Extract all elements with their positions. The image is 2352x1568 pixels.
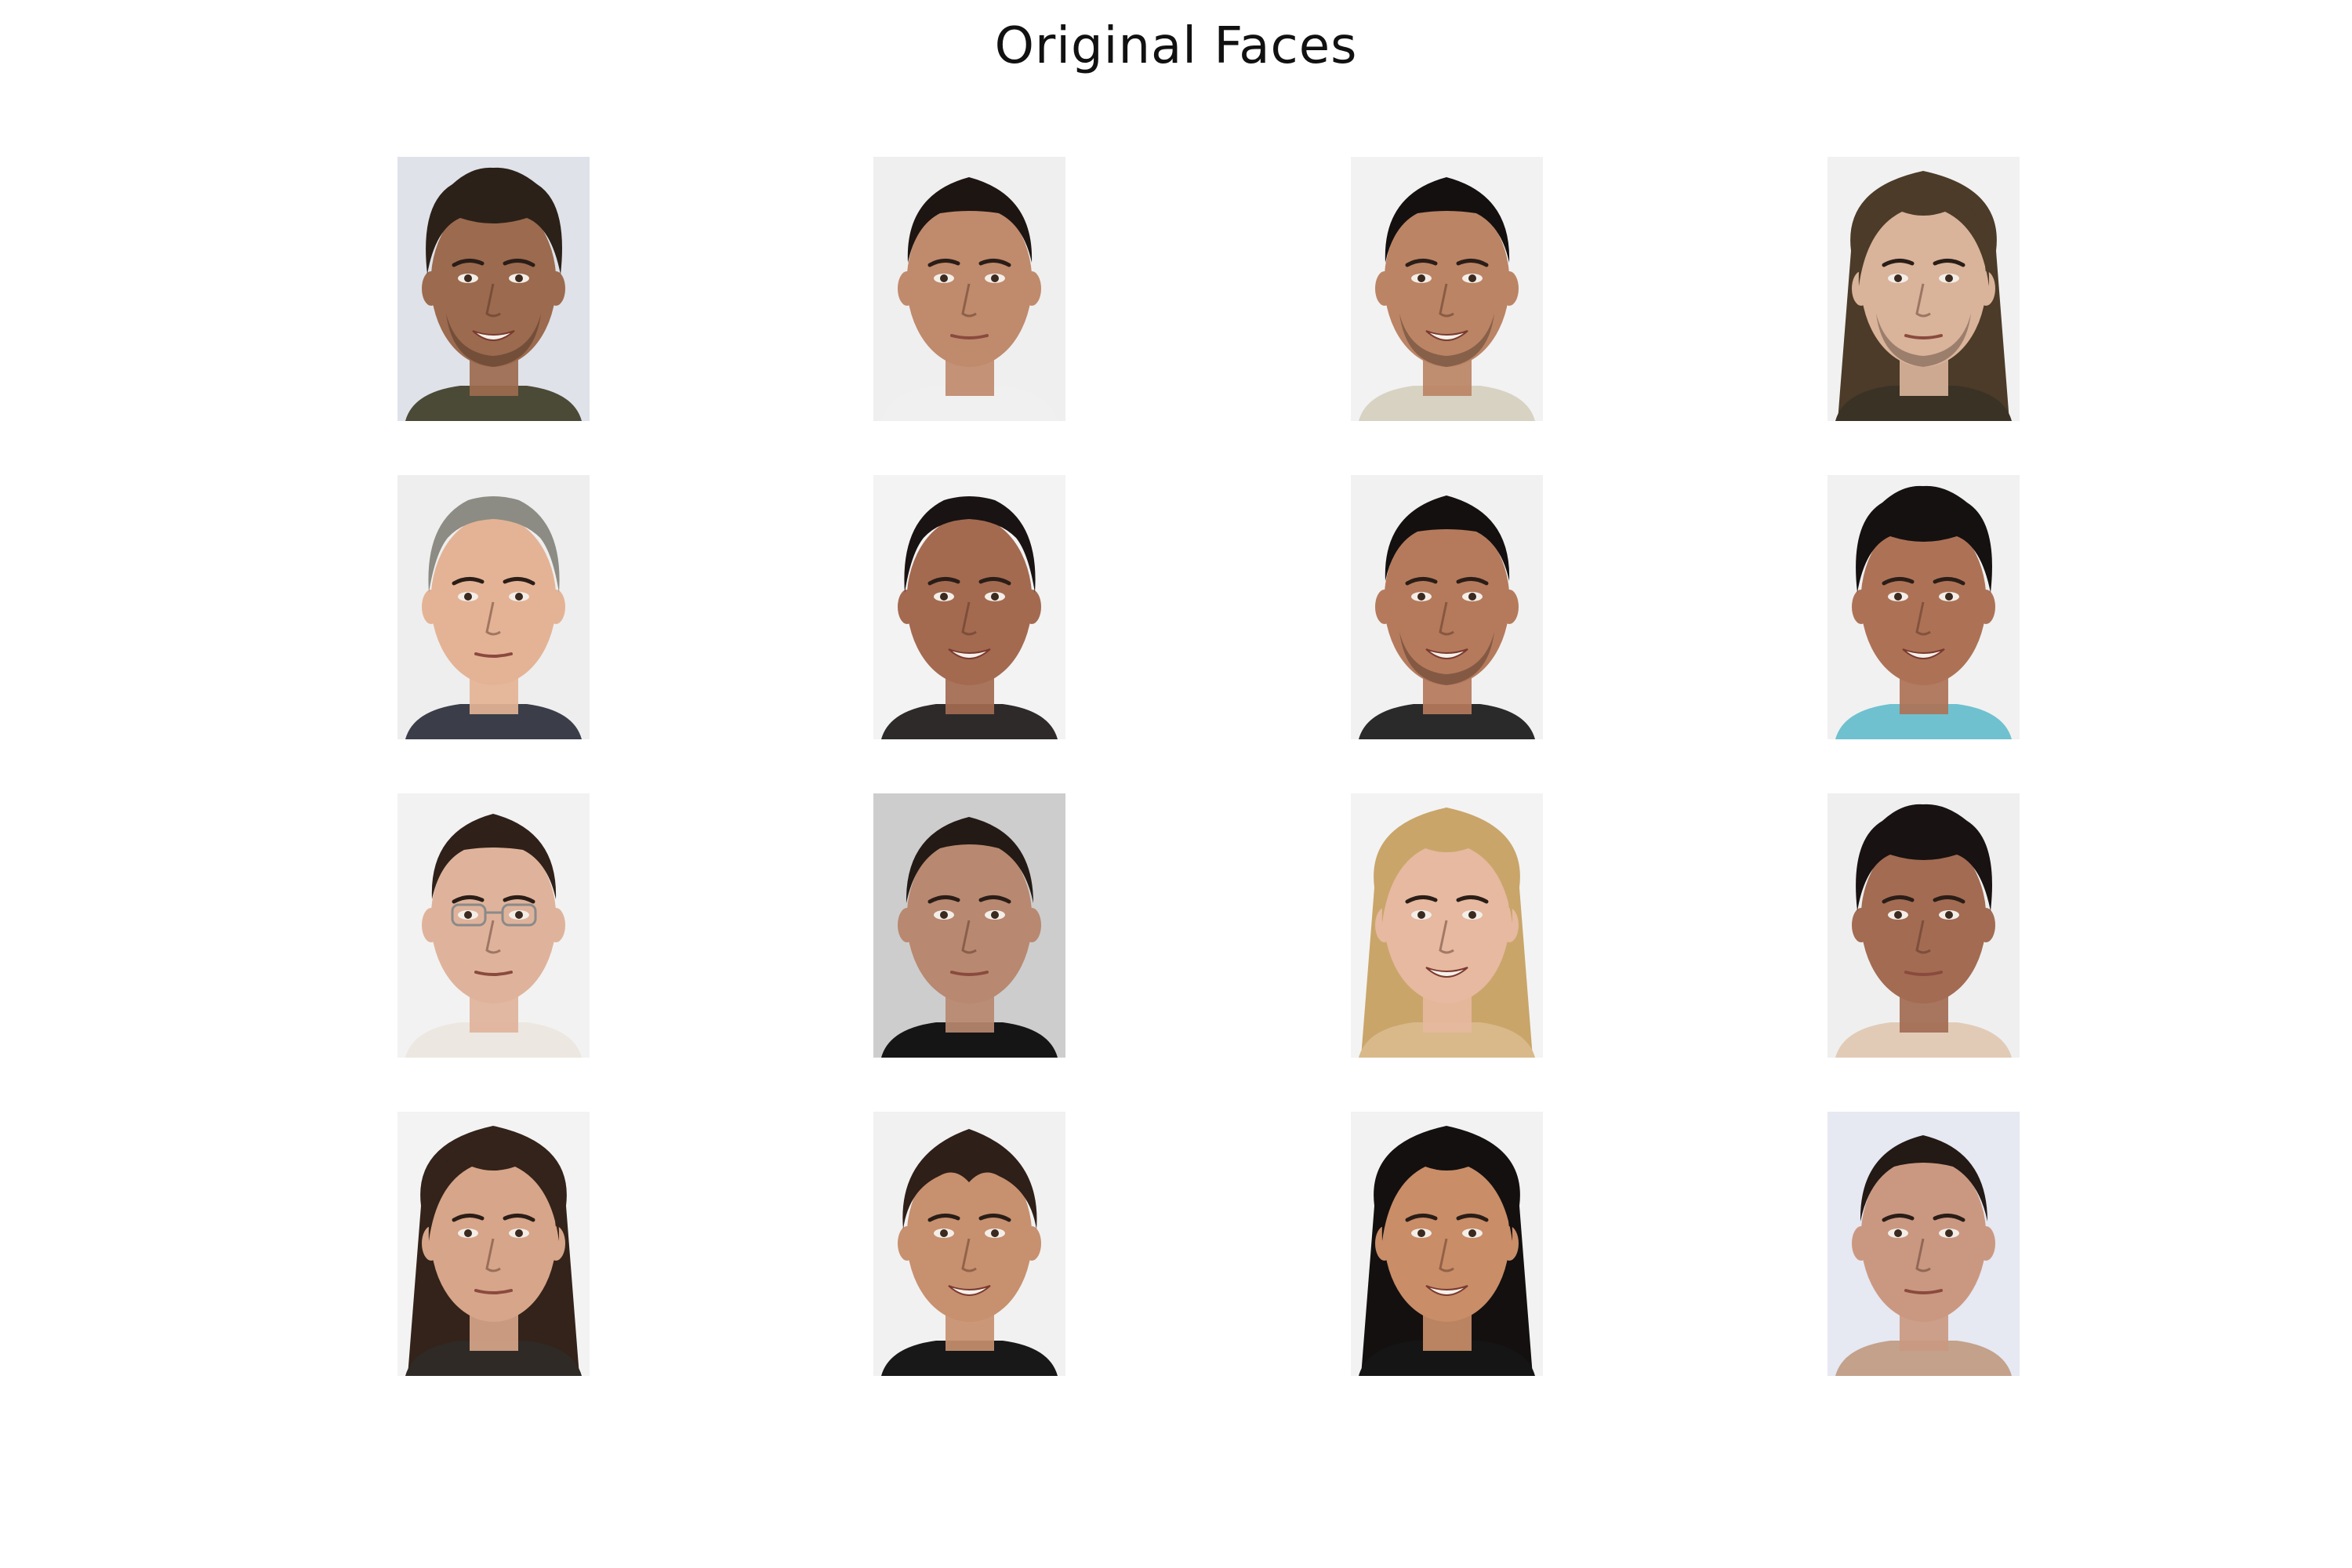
face-photo-image <box>1828 475 2020 739</box>
face-photo-image <box>1828 1112 2020 1376</box>
face-photo <box>1351 157 1543 421</box>
face-photo <box>1828 475 2020 739</box>
face-photo <box>1828 157 2020 421</box>
face-photo-image <box>1351 793 1543 1058</box>
face-photo-image <box>1828 793 2020 1058</box>
face-photo <box>873 793 1065 1058</box>
face-photo-image <box>397 793 590 1058</box>
face-photo-image <box>873 793 1065 1058</box>
face-photo <box>1828 1112 2020 1376</box>
face-photo <box>1351 793 1543 1058</box>
face-photo <box>873 157 1065 421</box>
face-photo <box>397 157 590 421</box>
face-photo-image <box>1351 475 1543 739</box>
face-photo-image <box>397 475 590 739</box>
face-photo-image <box>873 475 1065 739</box>
face-photo-image <box>1351 157 1543 421</box>
face-photo <box>873 1112 1065 1376</box>
figure-title: Original Faces <box>994 17 1358 75</box>
face-photo <box>397 1112 590 1376</box>
face-photo-image <box>397 157 590 421</box>
face-photo <box>1351 1112 1543 1376</box>
face-photo <box>397 475 590 739</box>
face-photo-image <box>397 1112 590 1376</box>
face-photo <box>1828 793 2020 1058</box>
face-photo <box>397 793 590 1058</box>
face-photo-image <box>873 157 1065 421</box>
face-photo-image <box>873 1112 1065 1376</box>
face-photo <box>1351 475 1543 739</box>
face-photo-image <box>1351 1112 1543 1376</box>
face-photo <box>873 475 1065 739</box>
face-photo-image <box>1828 157 2020 421</box>
